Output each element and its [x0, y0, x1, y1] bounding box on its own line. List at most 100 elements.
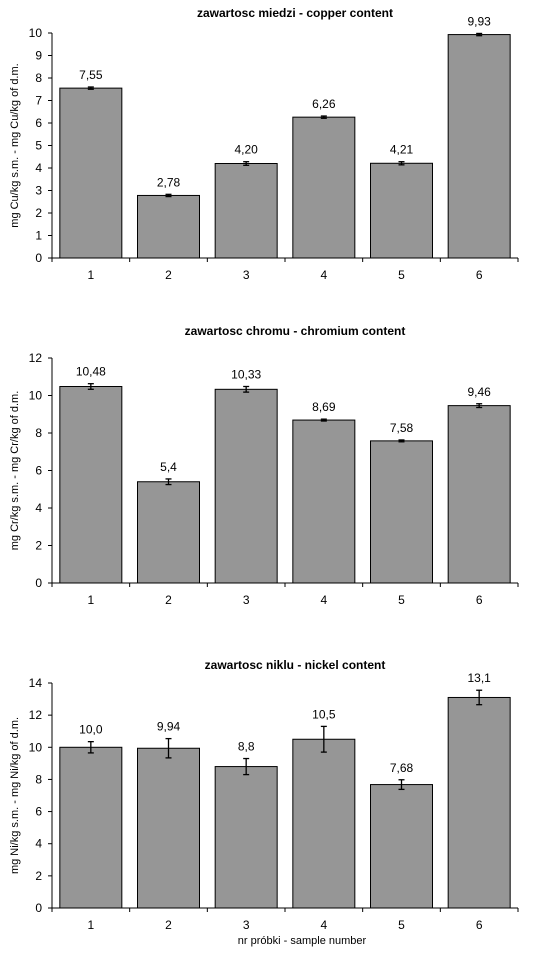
data-label-copper-2: 2,78 — [157, 175, 181, 189]
bar-copper-3 — [214, 163, 278, 259]
data-label-chromium-6: 9,46 — [467, 385, 491, 399]
data-label-chromium-2: 5,4 — [160, 460, 177, 474]
y-tick-label-nickel-10: 10 — [29, 740, 43, 754]
y-tick-label-nickel-4: 4 — [35, 837, 42, 851]
x-axis-label: nr próbki - sample number — [238, 935, 367, 947]
bar-chromium-6 — [447, 405, 511, 584]
data-label-copper-5: 4,21 — [390, 143, 414, 157]
y-tick-label-nickel-14: 14 — [29, 676, 43, 690]
y-tick-label-chromium-0: 0 — [35, 576, 42, 590]
x-tick-label-nickel-4: 4 — [320, 918, 327, 932]
x-tick-label-copper-2: 2 — [165, 268, 172, 282]
data-label-nickel-2: 9,94 — [157, 720, 181, 734]
bar-copper-2 — [137, 194, 200, 259]
x-tick-label-chromium-3: 3 — [243, 593, 250, 607]
error-bar-chromium-1 — [87, 383, 94, 390]
y-tick-label-chromium-12: 12 — [29, 351, 43, 365]
bar-copper-4 — [292, 116, 356, 259]
y-tick-label-copper-1: 1 — [35, 229, 42, 243]
x-tick-label-nickel-1: 1 — [87, 918, 94, 932]
y-tick-label-nickel-2: 2 — [35, 869, 42, 883]
x-tick-label-chromium-2: 2 — [165, 593, 172, 607]
error-bar-chromium-3 — [243, 385, 250, 393]
y-tick-label-chromium-2: 2 — [35, 539, 42, 553]
y-tick-label-nickel-0: 0 — [35, 901, 42, 915]
bar-nickel-1 — [59, 746, 123, 909]
x-tick-label-copper-4: 4 — [320, 268, 327, 282]
y-tick-label-copper-8: 8 — [35, 71, 42, 85]
data-label-chromium-3: 10,33 — [231, 368, 261, 382]
error-bar-nickel-5 — [398, 779, 405, 791]
error-bar-copper-6 — [476, 32, 483, 37]
error-bar-copper-5 — [398, 161, 405, 166]
y-tick-label-chromium-6: 6 — [35, 464, 42, 478]
y-tick-label-copper-4: 4 — [35, 161, 42, 175]
bar-copper-5 — [370, 162, 433, 259]
error-bar-chromium-6 — [476, 403, 483, 409]
chart-title-nickel: zawartosc niklu - nickel content — [205, 658, 386, 672]
error-bar-nickel-1 — [87, 741, 94, 754]
data-label-nickel-3: 8,8 — [238, 740, 255, 754]
y-axis-label-nickel: mg Ni/kg s.m. - mg Ni/kg of d.m. — [9, 717, 21, 874]
bar-copper-6 — [447, 34, 511, 259]
bar-chromium-3 — [214, 388, 278, 584]
data-label-nickel-6: 13,1 — [467, 671, 491, 685]
chart-copper: zawartosc miedzi - copper content mg Cu/k… — [9, 6, 519, 282]
error-bar-nickel-4 — [320, 725, 327, 753]
chart-title-copper: zawartosc miedzi - copper content — [197, 6, 393, 20]
x-tick-label-chromium-5: 5 — [398, 593, 405, 607]
bar-copper-1 — [59, 87, 123, 259]
error-bar-chromium-4 — [320, 418, 327, 422]
error-bar-nickel-3 — [243, 757, 250, 776]
y-tick-label-chromium-8: 8 — [35, 426, 42, 440]
chart-chromium: zawartosc chromu - chromium content mg Cr… — [9, 324, 519, 607]
error-bar-copper-2 — [165, 193, 172, 198]
x-tick-label-chromium-6: 6 — [476, 593, 483, 607]
error-bar-chromium-2 — [165, 478, 172, 486]
x-tick-label-nickel-3: 3 — [243, 918, 250, 932]
x-tick-label-copper-1: 1 — [87, 268, 94, 282]
data-label-chromium-1: 10,48 — [76, 365, 106, 379]
y-tick-label-chromium-4: 4 — [35, 501, 42, 515]
bar-chromium-2 — [137, 481, 200, 584]
y-tick-label-copper-2: 2 — [35, 206, 42, 220]
data-label-chromium-4: 8,69 — [312, 400, 336, 414]
x-tick-label-copper-3: 3 — [243, 268, 250, 282]
y-tick-label-copper-10: 10 — [29, 26, 43, 40]
x-tick-label-nickel-5: 5 — [398, 918, 405, 932]
bar-chromium-5 — [370, 440, 433, 584]
bar-nickel-6 — [447, 696, 511, 909]
y-tick-label-nickel-8: 8 — [35, 772, 42, 786]
x-tick-label-chromium-1: 1 — [87, 593, 94, 607]
bar-nickel-3 — [214, 766, 278, 909]
y-tick-label-copper-3: 3 — [35, 184, 42, 198]
y-tick-label-copper-6: 6 — [35, 116, 42, 130]
y-axis-label-copper: mg Cu/kg s.m. - mg Cu/kg of d.m. — [9, 63, 21, 227]
y-tick-label-nickel-12: 12 — [29, 708, 43, 722]
chart-nickel: zawartosc niklu - nickel content mg Ni/kg… — [9, 658, 519, 932]
data-label-nickel-1: 10,0 — [79, 723, 103, 737]
error-bar-nickel-6 — [476, 689, 483, 706]
data-label-copper-3: 4,20 — [234, 143, 258, 157]
data-label-copper-6: 9,93 — [467, 14, 491, 28]
y-tick-label-copper-5: 5 — [35, 139, 42, 153]
x-tick-label-copper-5: 5 — [398, 268, 405, 282]
error-bar-copper-1 — [87, 86, 94, 90]
error-bar-chromium-5 — [398, 439, 405, 443]
data-label-chromium-5: 7,58 — [390, 421, 414, 435]
bar-chromium-1 — [59, 386, 123, 584]
y-axis-label-chromium: mg Cr/kg s.m. - mg Cr/kg of d.m. — [9, 391, 21, 551]
chart-title-chromium: zawartosc chromu - chromium content — [185, 324, 406, 338]
y-tick-label-copper-0: 0 — [35, 251, 42, 265]
bar-nickel-5 — [370, 784, 433, 909]
x-tick-label-nickel-2: 2 — [165, 918, 172, 932]
x-tick-label-chromium-4: 4 — [320, 593, 327, 607]
bar-nickel-4 — [292, 738, 356, 909]
error-bar-copper-3 — [243, 161, 250, 166]
y-tick-label-copper-9: 9 — [35, 49, 42, 63]
data-label-copper-4: 6,26 — [312, 97, 336, 111]
y-tick-label-nickel-6: 6 — [35, 805, 42, 819]
y-tick-label-chromium-10: 10 — [29, 389, 43, 403]
x-tick-label-copper-6: 6 — [476, 268, 483, 282]
